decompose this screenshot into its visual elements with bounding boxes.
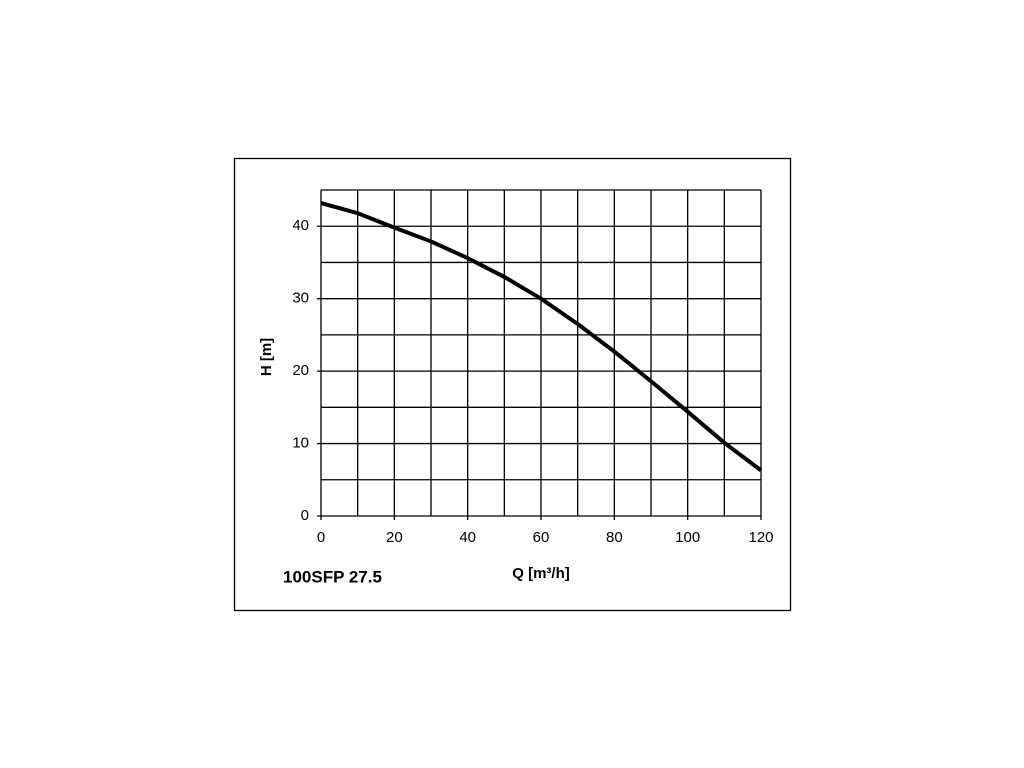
y-axis-label: H [m] — [258, 338, 275, 376]
x-tick-label: 80 — [606, 529, 623, 546]
annotation: 100SFP 27.5 — [283, 567, 382, 586]
data-line — [320, 201, 763, 472]
y-tick-label: 40 — [292, 217, 309, 234]
frame — [233, 157, 792, 612]
x-tick-label: 40 — [459, 529, 476, 546]
x-tick-label: 60 — [533, 529, 550, 546]
x-tick-label: 0 — [317, 529, 325, 546]
x-tick-label: 120 — [748, 529, 773, 546]
x-tick-label: 20 — [386, 529, 403, 546]
y-tick-label: 20 — [292, 362, 309, 379]
x-tick-label: 100 — [675, 529, 700, 546]
y-tick-label: 10 — [292, 435, 309, 452]
y-tick-label: 0 — [301, 507, 309, 524]
y-tick-label: 30 — [292, 290, 309, 307]
x-axis-label: Q [m³/h] — [512, 565, 570, 582]
